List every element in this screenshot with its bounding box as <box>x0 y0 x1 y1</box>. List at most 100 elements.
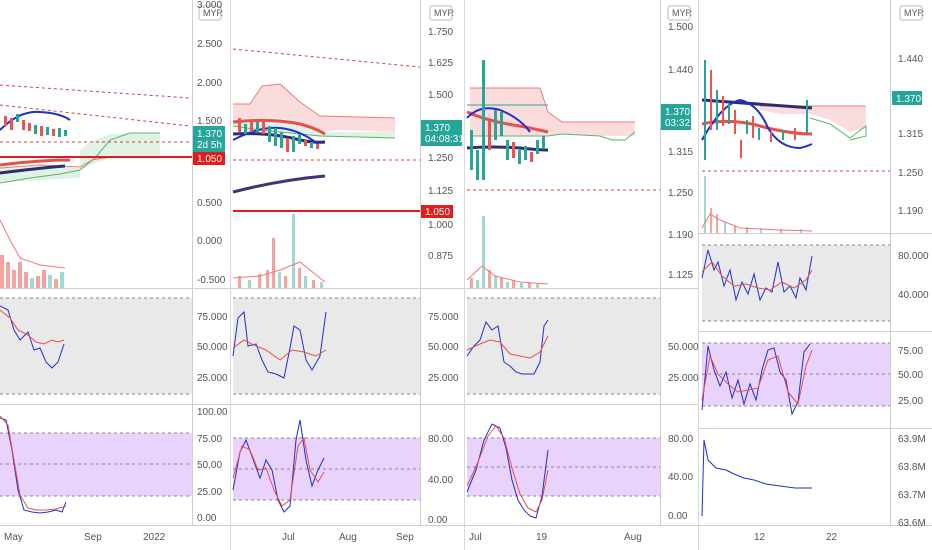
tick: 0.00 <box>668 511 688 522</box>
time-axis[interactable]: Jul 19 Aug <box>469 532 642 543</box>
volume-ma <box>466 265 549 285</box>
rsi-band <box>0 298 192 394</box>
tick: 50.000 <box>197 342 228 353</box>
tick: 40.00 <box>428 475 453 486</box>
tick: -0.500 <box>197 275 226 286</box>
price-tag <box>661 104 691 130</box>
trendline-mid <box>0 104 191 127</box>
time-axis[interactable]: May Sep 2022 <box>4 532 166 543</box>
volume-ma <box>701 213 813 232</box>
tick: 75.000 <box>428 312 459 323</box>
last-price: 1.370 <box>197 129 222 140</box>
bar-countdown: 04:08:31 <box>425 134 464 145</box>
last-price: 1.370 <box>665 107 690 118</box>
volume-ma <box>232 261 326 283</box>
currency-box[interactable] <box>198 5 222 21</box>
tick: 2.000 <box>197 78 222 89</box>
tick: 25.00 <box>197 487 222 498</box>
obv-line <box>701 439 812 517</box>
time-label: Aug <box>624 532 642 543</box>
tick: 75.000 <box>197 312 228 323</box>
ichimoku-cloud-bull <box>80 133 160 170</box>
price-axis[interactable]: 3.000 2.500 2.000 1.500 0.500 0.000 -0.5… <box>197 0 226 286</box>
stoch-k <box>466 423 549 519</box>
senkou-span-a <box>809 117 867 141</box>
tick: 50.00 <box>898 370 923 381</box>
ma-long <box>232 174 326 194</box>
stoch-band <box>702 343 890 406</box>
tick: 80.00 <box>668 434 693 445</box>
tick: 1.250 <box>668 188 693 199</box>
tick: 1.250 <box>898 168 923 179</box>
tick: 63.6M <box>898 518 926 529</box>
tick: 3.000 <box>197 0 222 11</box>
line-tag-value: 1.050 <box>425 207 450 218</box>
tick: 50.00 <box>197 460 222 471</box>
tick: 1.315 <box>668 147 693 158</box>
stoch-d <box>232 436 325 507</box>
tick: 1.500 <box>668 22 693 33</box>
tick: 25.000 <box>668 373 699 384</box>
price-axis[interactable]: 1.750 1.625 1.500 1.250 1.125 1.000 0.87… <box>428 27 453 262</box>
tick: 80.000 <box>898 251 929 262</box>
tick: 63.9M <box>898 434 926 445</box>
bar-countdown: 2d 5h <box>197 140 222 151</box>
candles <box>470 60 545 180</box>
price-axis[interactable]: 1.500 1.440 1.315 1.250 1.190 1.125 <box>668 22 693 281</box>
rsi-band <box>467 298 660 394</box>
currency-box[interactable] <box>667 5 691 21</box>
rsi-line <box>0 305 65 369</box>
currency-box[interactable] <box>899 5 923 21</box>
tick: 50.000 <box>428 342 459 353</box>
time-label: Aug <box>339 532 357 543</box>
volume-bars <box>0 255 64 288</box>
chart3[interactable]: MYR 1.370 03:32 1.500 <box>465 0 699 543</box>
last-price: 1.370 <box>425 123 450 134</box>
ma-navy <box>701 98 813 110</box>
price-axis[interactable]: 1.440 1.315 1.250 1.190 <box>898 54 923 217</box>
ma-red <box>0 158 71 167</box>
line-tag <box>193 152 225 165</box>
currency-box[interactable] <box>429 5 453 21</box>
tick: 100.00 <box>197 407 228 418</box>
tick: 1.625 <box>428 58 453 69</box>
chart2[interactable]: MYR 1.370 <box>231 0 464 543</box>
rsi-band <box>233 298 420 394</box>
tick: 1.190 <box>668 230 693 241</box>
time-axis[interactable]: Jul Aug Sep <box>282 532 414 543</box>
bar-countdown: 03:32 <box>665 118 690 129</box>
time-label: 12 <box>754 532 766 543</box>
rsi-line <box>701 249 813 302</box>
senkou-span-a <box>0 132 160 184</box>
trendline-upper <box>232 48 421 68</box>
tick: 1.440 <box>668 65 693 76</box>
tick: 25.000 <box>428 373 459 384</box>
price-tag <box>193 126 225 152</box>
rsi-signal <box>232 339 327 361</box>
tick: 63.8M <box>898 462 926 473</box>
tick: 1.500 <box>428 90 453 101</box>
currency-label: MYR <box>904 8 925 18</box>
rsi-line <box>232 310 327 379</box>
senkou-span-b <box>233 83 396 119</box>
rsi-signal <box>466 335 549 359</box>
tick: 40.00 <box>668 472 693 483</box>
volume-bars <box>704 176 802 233</box>
stoch-k <box>0 417 67 514</box>
stoch-d <box>466 425 549 513</box>
ma-red <box>701 119 813 136</box>
time-axis[interactable]: 12 22 <box>754 532 838 543</box>
tick: 25.00 <box>898 396 923 407</box>
candles <box>4 114 67 137</box>
time-label: 2022 <box>143 532 166 543</box>
ma-navy <box>0 164 66 175</box>
time-label: Sep <box>396 532 414 543</box>
chart1[interactable]: MYR 1.37 <box>0 0 230 543</box>
tick: 80.00 <box>428 434 453 445</box>
tick: 1.440 <box>898 54 923 65</box>
ma-blue <box>232 126 319 145</box>
chart4[interactable]: MYR 1.370 1.440 1.315 <box>699 0 932 543</box>
senkou-span-b <box>470 87 635 123</box>
rsi-line <box>466 319 549 375</box>
